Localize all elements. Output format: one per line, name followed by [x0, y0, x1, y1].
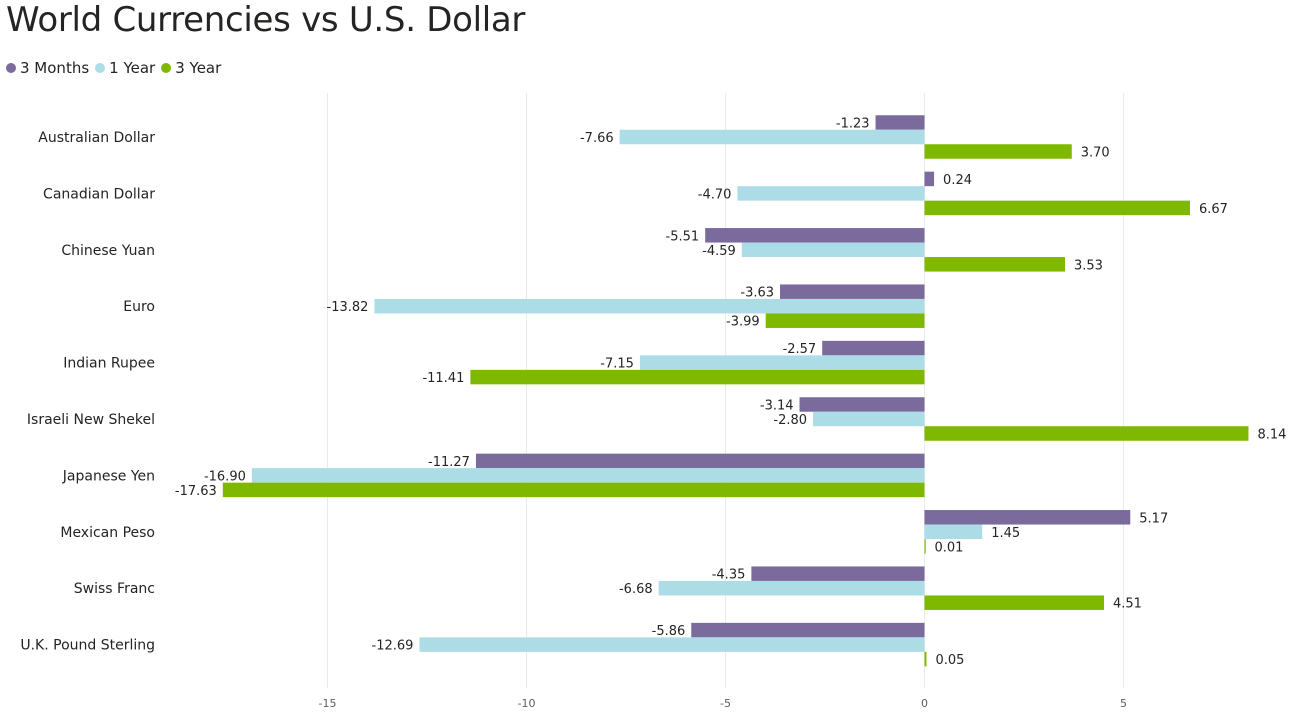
data-label-3-year-australian-dollar: 3.70	[1081, 146, 1110, 161]
bar-3-months-australian-dollar[interactable]	[875, 115, 925, 130]
bar-3-months-u-k-pound-sterling[interactable]	[691, 622, 925, 638]
bar-3-months-chinese-yuan[interactable]	[705, 228, 925, 243]
data-label-3-months-chinese-yuan: -5.51	[666, 229, 700, 244]
bar-3-year-japanese-yen[interactable]	[222, 482, 925, 498]
bar-1-year-canadian-dollar[interactable]	[737, 186, 925, 201]
data-label-1-year-israeli-new-shekel: -2.80	[773, 413, 807, 428]
bar-3-year-chinese-yuan[interactable]	[924, 257, 1065, 272]
data-label-3-months-canadian-dollar: 0.24	[943, 173, 972, 188]
data-label-1-year-indian-rupee: -7.15	[600, 357, 634, 372]
bar-3-months-japanese-yen[interactable]	[475, 453, 925, 469]
category-label-chinese-yuan: Chinese Yuan	[61, 243, 155, 259]
x-axis-ticks: -15 -10 -5 0 5	[319, 697, 1127, 710]
bar-1-year-australian-dollar[interactable]	[619, 129, 925, 145]
data-label-3-months-japanese-yen: -11.27	[428, 455, 470, 470]
data-label-1-year-canadian-dollar: -4.70	[698, 187, 732, 202]
bar-1-year-swiss-franc[interactable]	[658, 580, 925, 596]
data-label-3-year-euro: -3.99	[726, 315, 760, 330]
category-label-mexican-peso: Mexican Peso	[60, 525, 155, 541]
category-label-u-k-pound-sterling: U.K. Pound Sterling	[20, 638, 155, 654]
legend-label-3-months: 3 Months	[20, 59, 90, 77]
bar-3-months-canadian-dollar[interactable]	[924, 171, 935, 187]
data-label-1-year-mexican-peso: 1.45	[991, 526, 1020, 541]
data-label-3-months-mexican-peso: 5.17	[1139, 511, 1168, 526]
bar-1-year-japanese-yen[interactable]	[251, 468, 925, 483]
bar-3-year-indian-rupee[interactable]	[470, 369, 925, 385]
bar-3-year-mexican-peso[interactable]	[924, 539, 926, 554]
data-label-1-year-australian-dollar: -7.66	[580, 131, 614, 146]
category-label-japanese-yen: Japanese Yen	[62, 468, 155, 484]
data-label-3-year-japanese-yen: -17.63	[175, 484, 217, 499]
bar-1-year-indian-rupee[interactable]	[639, 355, 925, 370]
bar-3-year-australian-dollar[interactable]	[924, 144, 1072, 159]
data-label-3-year-chinese-yuan: 3.53	[1074, 258, 1103, 273]
x-tick-label: -5	[720, 697, 731, 710]
data-label-1-year-chinese-yuan: -4.59	[702, 244, 736, 259]
data-label-3-year-indian-rupee: -11.41	[422, 371, 464, 386]
bar-1-year-chinese-yuan[interactable]	[741, 242, 925, 258]
data-label-3-months-swiss-franc: -4.35	[712, 568, 746, 583]
data-label-3-months-australian-dollar: -1.23	[836, 117, 870, 132]
category-label-swiss-franc: Swiss Franc	[74, 581, 155, 597]
legend: 3 Months 1 Year 3 Year	[6, 57, 227, 79]
bar-1-year-u-k-pound-sterling[interactable]	[419, 637, 925, 652]
bar-3-months-swiss-franc[interactable]	[751, 566, 925, 581]
bars	[222, 115, 1249, 667]
bar-3-year-euro[interactable]	[765, 313, 925, 328]
category-labels: Australian Dollar Canadian Dollar Chinese …	[20, 130, 155, 654]
bar-3-months-euro[interactable]	[780, 284, 925, 299]
x-tick-label: -15	[319, 697, 337, 710]
legend-item-3-year[interactable]: 3 Year	[161, 59, 221, 77]
data-label-3-year-israeli-new-shekel: 8.14	[1257, 428, 1286, 443]
x-tick-label: -10	[518, 697, 536, 710]
legend-marker-3-year	[161, 63, 172, 73]
bar-3-months-mexican-peso[interactable]	[924, 510, 1131, 525]
legend-marker-1-year	[95, 63, 106, 73]
bar-3-months-israeli-new-shekel[interactable]	[799, 397, 925, 412]
data-label-1-year-euro: -13.82	[327, 300, 369, 315]
category-label-australian-dollar: Australian Dollar	[38, 130, 155, 146]
bar-3-year-israeli-new-shekel[interactable]	[924, 426, 1249, 441]
legend-label-1-year: 1 Year	[109, 59, 156, 77]
legend-item-1-year[interactable]: 1 Year	[95, 59, 155, 77]
data-label-1-year-japanese-yen: -16.90	[204, 469, 246, 484]
data-label-3-year-u-k-pound-sterling: 0.05	[935, 653, 964, 668]
category-label-euro: Euro	[123, 299, 155, 315]
bar-3-months-indian-rupee[interactable]	[822, 340, 925, 356]
data-label-3-months-u-k-pound-sterling: -5.86	[652, 624, 686, 639]
bar-1-year-mexican-peso[interactable]	[924, 524, 983, 540]
data-label-3-months-indian-rupee: -2.57	[783, 342, 817, 357]
x-tick-label: 5	[1120, 697, 1127, 710]
legend-item-3-months[interactable]: 3 Months	[6, 59, 89, 77]
bar-1-year-israeli-new-shekel[interactable]	[813, 411, 925, 427]
legend-label-3-year: 3 Year	[175, 59, 222, 77]
data-label-3-year-swiss-franc: 4.51	[1113, 597, 1142, 612]
chart-title: World Currencies vs U.S. Dollar	[6, 0, 526, 40]
bar-1-year-euro[interactable]	[374, 298, 925, 314]
data-label-3-months-euro: -3.63	[740, 286, 774, 301]
data-label-3-year-canadian-dollar: 6.67	[1199, 202, 1228, 217]
bar-3-year-swiss-franc[interactable]	[924, 595, 1104, 610]
bar-3-year-u-k-pound-sterling[interactable]	[924, 651, 927, 667]
category-label-israeli-new-shekel: Israeli New Shekel	[27, 412, 155, 428]
data-label-3-year-mexican-peso: 0.01	[935, 540, 964, 555]
x-tick-label: 0	[921, 697, 928, 710]
data-label-3-months-israeli-new-shekel: -3.14	[760, 399, 794, 414]
category-label-canadian-dollar: Canadian Dollar	[43, 186, 155, 202]
legend-marker-3-months	[6, 63, 16, 73]
category-label-indian-rupee: Indian Rupee	[63, 356, 155, 372]
data-label-1-year-swiss-franc: -6.68	[619, 582, 653, 597]
data-label-1-year-u-k-pound-sterling: -12.69	[372, 639, 414, 654]
data-labels: -1.23 -7.66 3.70 0.24 -4.70 6.67 -5.51-4.59 3.5…	[175, 117, 1287, 669]
bar-3-year-canadian-dollar[interactable]	[924, 200, 1190, 216]
